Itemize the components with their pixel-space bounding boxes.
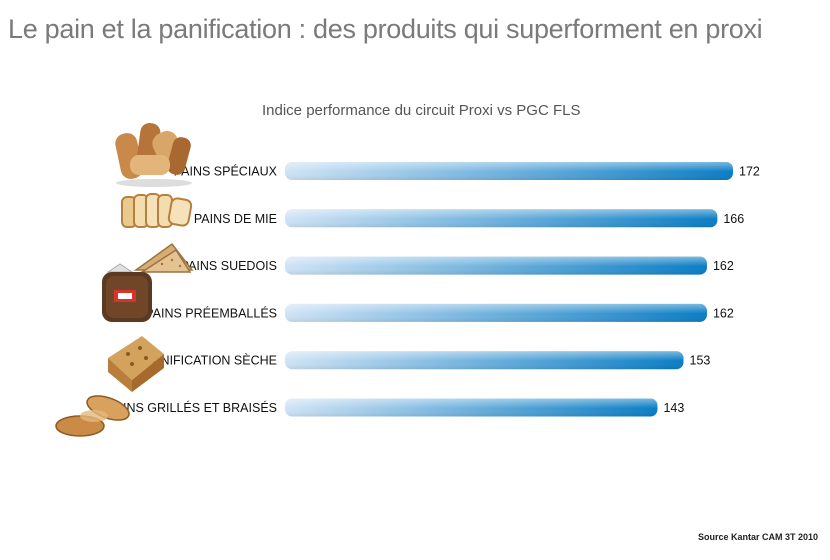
toasts-icon [55,395,130,437]
bar-highlight [285,209,718,228]
value-label: 153 [690,354,711,368]
bread-assortment-icon [115,123,192,187]
chart-title: Indice performance du circuit Proxi vs P… [262,102,581,119]
bar-highlight [285,256,707,275]
value-label: 166 [723,212,744,226]
bar-highlight [285,351,684,370]
bar-highlight [285,398,658,417]
category-label: PAINS DE MIE [194,212,277,226]
packaged-bread-icon [102,263,152,322]
category-label: PANIFICATION SÈCHE [145,353,277,368]
bar-highlight [285,162,733,180]
value-label: 162 [713,259,734,273]
value-label: 143 [663,401,684,415]
loaf-icon [108,336,164,392]
value-label: 172 [739,165,760,179]
bar-highlight [285,303,707,322]
category-label: PAINS SPÉCIAUX [174,164,278,179]
crispbread-icon [133,242,194,273]
category-label: PAINS PRÉEMBALLÉS [145,305,277,320]
category-label: PAINS SUEDOIS [181,259,277,273]
page-title: Le pain et la panification : des produit… [8,14,763,44]
sliced-bread-icon [121,193,193,228]
value-label: 162 [713,306,734,320]
source-note: Source Kantar CAM 3T 2010 [697,532,818,542]
category-label: PAINS GRILLÉS ET BRAISÉS [107,400,277,415]
